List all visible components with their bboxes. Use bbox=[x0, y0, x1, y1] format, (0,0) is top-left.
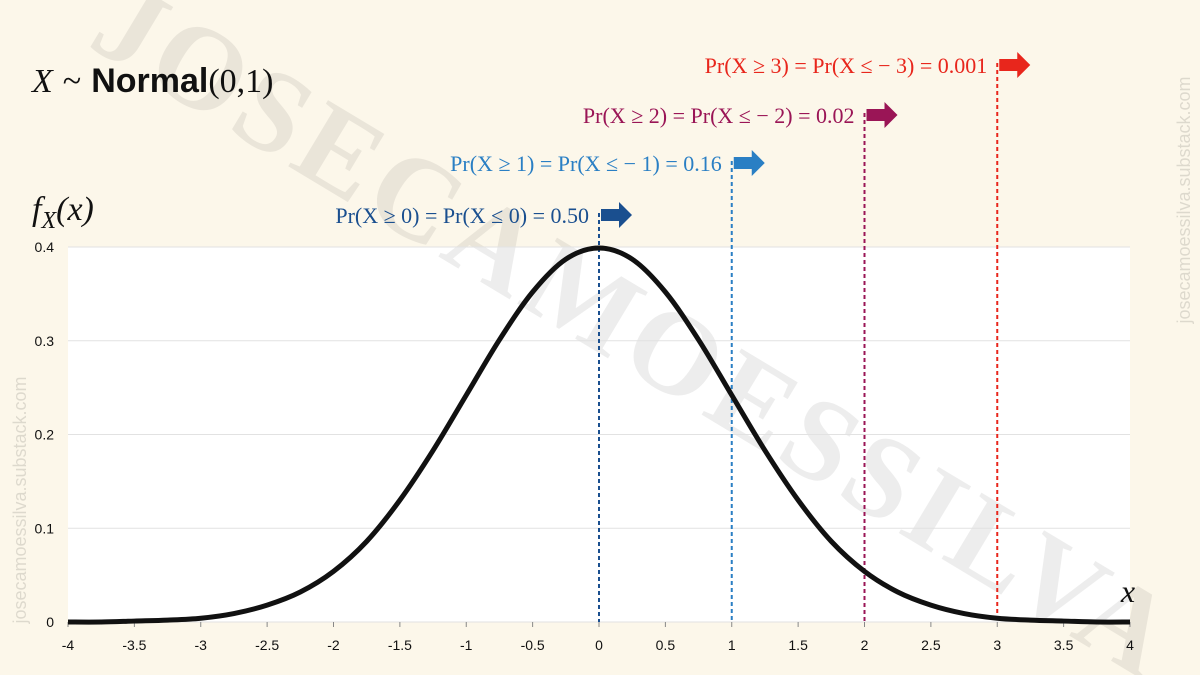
chart-title: X ~ Normal(0,1) bbox=[30, 62, 273, 100]
y-tick-label: 0.4 bbox=[35, 239, 55, 255]
x-tick-label: -1 bbox=[460, 637, 473, 653]
density-curve bbox=[67, 245, 1131, 625]
annotation-arrow bbox=[601, 202, 632, 228]
y-tick-label: 0.2 bbox=[35, 427, 55, 443]
x-tick-label: -0.5 bbox=[521, 637, 545, 653]
x-tick-label: -2.5 bbox=[255, 637, 279, 653]
x-tick-label: -4 bbox=[62, 637, 75, 653]
y-axis-label: fX(x) bbox=[32, 191, 94, 234]
y-tick-label: 0.1 bbox=[35, 520, 55, 536]
x-tick-label: -3 bbox=[195, 637, 208, 653]
title-params: (0,1) bbox=[208, 63, 273, 100]
title-tilde: ~ bbox=[63, 63, 81, 100]
annotation-text: Pr(X ≥ 3) = Pr(X ≤ − 3) = 0.001 bbox=[705, 53, 988, 78]
title-var: X bbox=[30, 63, 54, 100]
x-tick-label: 0 bbox=[595, 637, 603, 653]
annotation-text: Pr(X ≥ 0) = Pr(X ≤ 0) = 0.50 bbox=[335, 203, 589, 228]
x-tick-label: 1 bbox=[728, 637, 736, 653]
y-label-sub: X bbox=[40, 208, 57, 234]
x-tick-label: 1.5 bbox=[788, 637, 808, 653]
annotation-arrow bbox=[999, 52, 1031, 78]
y-label-arg: (x) bbox=[56, 191, 94, 228]
x-tick-label: 0.5 bbox=[656, 637, 676, 653]
annotation-text: Pr(X ≥ 1) = Pr(X ≤ − 1) = 0.16 bbox=[450, 151, 722, 176]
title-dist: Normal bbox=[91, 62, 208, 100]
x-axis-label: x bbox=[1120, 573, 1135, 609]
y-tick-label: 0 bbox=[46, 614, 54, 630]
annotation-text: Pr(X ≥ 2) = Pr(X ≤ − 2) = 0.02 bbox=[583, 103, 855, 128]
y-tick-label: 0.3 bbox=[35, 333, 55, 349]
x-tick-label: -3.5 bbox=[122, 637, 146, 653]
x-tick-label: -2 bbox=[327, 637, 340, 653]
side-text: josecamoessilva.substack.com bbox=[1174, 76, 1194, 324]
x-tick-label: 3.5 bbox=[1054, 637, 1074, 653]
x-tick-label: 4 bbox=[1126, 637, 1134, 653]
x-tick-label: -1.5 bbox=[388, 637, 412, 653]
x-tick-label: 2.5 bbox=[921, 637, 941, 653]
x-tick-label: 2 bbox=[861, 637, 869, 653]
side-text: josecamoessilva.substack.com bbox=[10, 376, 30, 624]
annotation-arrow bbox=[733, 150, 765, 176]
annotation-arrow bbox=[866, 102, 898, 128]
x-tick-label: 3 bbox=[993, 637, 1001, 653]
